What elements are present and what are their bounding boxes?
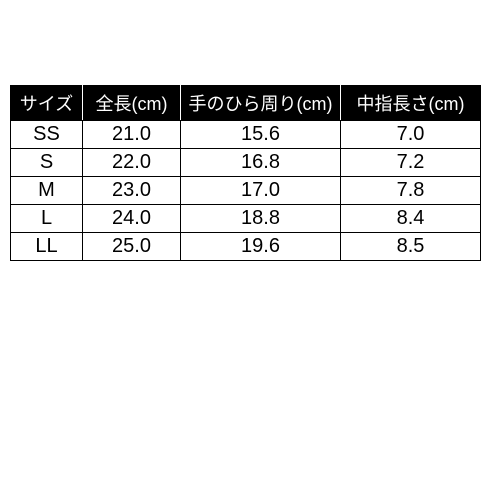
cell-palm: 15.6 [181,121,341,149]
cell-size: LL [11,233,83,261]
cell-length: 23.0 [83,177,181,205]
cell-size: SS [11,121,83,149]
cell-finger: 8.5 [341,233,481,261]
size-chart-table: サイズ 全長(cm) 手のひら周り(cm) 中指長さ(cm) SS 21.0 1… [10,85,481,261]
cell-length: 21.0 [83,121,181,149]
table-row: L 24.0 18.8 8.4 [11,205,481,233]
cell-finger: 7.8 [341,177,481,205]
col-header-size: サイズ [11,86,83,121]
table-row: LL 25.0 19.6 8.5 [11,233,481,261]
col-header-palm: 手のひら周り(cm) [181,86,341,121]
cell-length: 24.0 [83,205,181,233]
cell-palm: 19.6 [181,233,341,261]
table-row: S 22.0 16.8 7.2 [11,149,481,177]
cell-finger: 7.2 [341,149,481,177]
cell-size: S [11,149,83,177]
cell-palm: 17.0 [181,177,341,205]
cell-length: 25.0 [83,233,181,261]
cell-size: M [11,177,83,205]
cell-finger: 7.0 [341,121,481,149]
cell-palm: 18.8 [181,205,341,233]
cell-finger: 8.4 [341,205,481,233]
cell-length: 22.0 [83,149,181,177]
table-row: M 23.0 17.0 7.8 [11,177,481,205]
cell-size: L [11,205,83,233]
col-header-finger: 中指長さ(cm) [341,86,481,121]
col-header-length: 全長(cm) [83,86,181,121]
header-row: サイズ 全長(cm) 手のひら周り(cm) 中指長さ(cm) [11,86,481,121]
table-row: SS 21.0 15.6 7.0 [11,121,481,149]
cell-palm: 16.8 [181,149,341,177]
